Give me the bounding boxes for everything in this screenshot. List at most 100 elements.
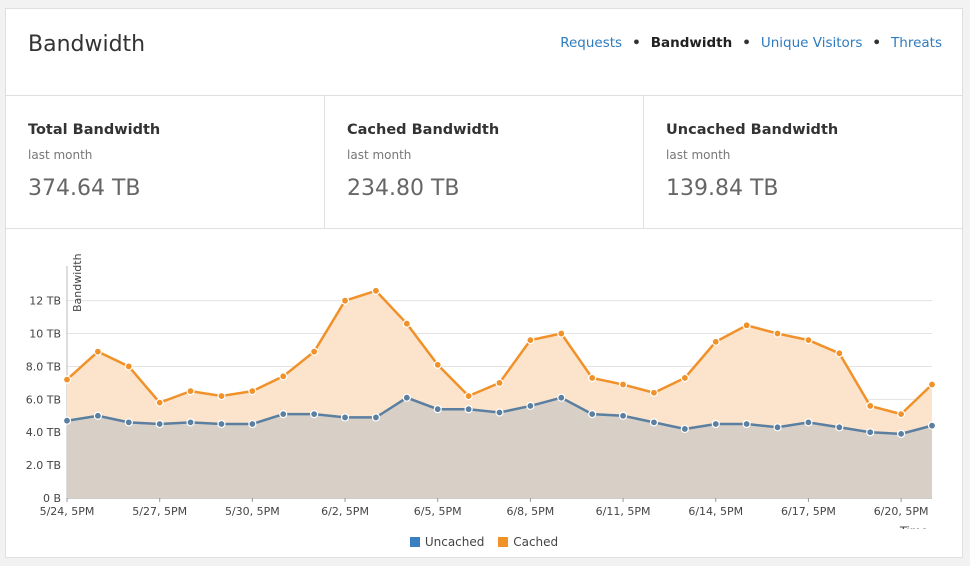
cached-point <box>62 375 72 384</box>
cached-point <box>927 380 937 389</box>
y-tick-label: 6.0 TB <box>26 393 61 406</box>
uncached-point <box>680 424 689 434</box>
cached-point <box>464 391 473 401</box>
uncached-point <box>217 419 226 429</box>
legend-label: Uncached <box>424 535 485 549</box>
cached-point <box>371 286 381 295</box>
cached-area <box>67 290 932 434</box>
y-tick-label: 4.0 TB <box>26 426 61 439</box>
uncached-point <box>371 413 381 422</box>
uncached-point <box>93 411 102 420</box>
cached-point <box>742 321 751 330</box>
stat-title: Cached Bandwidth <box>347 122 500 138</box>
cached-point <box>804 336 813 345</box>
stat-value: 234.80 TB <box>347 176 460 201</box>
x-tick-label: 6/5, 5PM <box>414 505 462 518</box>
cached-point <box>279 372 288 381</box>
cached-point <box>557 329 566 338</box>
y-tick-label: 0 B <box>43 492 61 505</box>
legend-item-cached[interactable]: Cached <box>498 535 558 549</box>
page-title: Bandwidth <box>28 32 146 57</box>
uncached-point <box>711 419 720 429</box>
uncached-point <box>742 419 751 429</box>
x-tick-label: 6/20, 5PM <box>874 505 929 518</box>
stat-period: last month <box>28 148 93 162</box>
uncached-point <box>124 418 133 427</box>
stat-cached-bandwidth: Cached Bandwidth last month 234.80 TB <box>325 96 644 228</box>
cached-point <box>680 373 689 383</box>
stat-title: Total Bandwidth <box>28 122 161 138</box>
cached-point <box>433 360 442 369</box>
x-tick-label: 5/24, 5PM <box>40 505 95 518</box>
x-tick-label: 6/17, 5PM <box>781 505 836 518</box>
stat-total-bandwidth: Total Bandwidth last month 374.64 TB <box>6 96 325 228</box>
uncached-point <box>402 393 411 402</box>
cached-point <box>155 398 164 407</box>
cached-point <box>248 387 257 396</box>
uncached-point <box>649 418 659 427</box>
cached-point <box>402 319 411 328</box>
uncached-point <box>433 405 442 414</box>
legend-label: Cached <box>513 535 559 549</box>
cached-point <box>835 349 844 358</box>
cached-point <box>618 380 628 389</box>
uncached-point <box>279 410 288 419</box>
cached-point <box>217 391 226 401</box>
x-tick-label: 5/27, 5PM <box>132 505 187 518</box>
uncached-point <box>62 416 72 425</box>
x-tick-label: 5/30, 5PM <box>225 505 280 518</box>
x-tick-label: 6/2, 5PM <box>321 505 369 518</box>
uncached-point <box>186 418 195 427</box>
cached-point <box>124 362 133 371</box>
cached-point <box>649 388 659 397</box>
cached-point <box>93 347 102 356</box>
uncached-point <box>866 428 875 437</box>
uncached-point <box>927 421 937 430</box>
uncached-point <box>897 429 906 438</box>
nav-threats[interactable]: Threats <box>891 35 942 51</box>
cached-point <box>310 347 319 356</box>
nav-unique-visitors[interactable]: Unique Visitors <box>760 35 863 51</box>
stat-title: Uncached Bandwidth <box>666 122 839 138</box>
cached-point <box>340 296 350 305</box>
cached-point <box>186 387 195 396</box>
nav-bandwidth[interactable]: Bandwidth <box>650 35 733 51</box>
y-tick-label: 12 TB <box>29 295 61 308</box>
card-header: Bandwidth Requests • Bandwidth • Unique … <box>6 9 962 96</box>
stat-period: last month <box>666 148 731 162</box>
x-tick-label: 6/8, 5PM <box>506 505 554 518</box>
uncached-point <box>526 401 535 411</box>
x-tick-label: 6/14, 5PM <box>688 505 743 518</box>
x-tick-label: 6/11, 5PM <box>596 505 651 518</box>
stat-value: 374.64 TB <box>28 176 141 201</box>
y-tick-label: 10 TB <box>29 328 61 341</box>
x-axis-label: Time <box>899 524 928 529</box>
chart-svg: 0 B 2.0 TB 4.0 TB 6.0 TB 8.0 TB 10 TB 12 TB Ban… <box>26 253 937 538</box>
cached-point <box>897 410 906 419</box>
bandwidth-chart: 0 B 2.0 TB 4.0 TB 6.0 TB 8.0 TB 10 TB 12 TB Ban… <box>6 229 962 557</box>
y-tick-label: 8.0 TB <box>26 360 61 373</box>
cached-point <box>711 337 720 346</box>
stat-value: 139.84 TB <box>666 176 779 201</box>
uncached-point <box>155 419 164 429</box>
uncached-point <box>495 408 504 417</box>
nav-requests[interactable]: Requests <box>560 35 623 51</box>
uncached-point <box>588 410 597 419</box>
nav-separator: • <box>632 35 641 51</box>
stat-uncached-bandwidth: Uncached Bandwidth last month 139.84 TB <box>644 96 962 228</box>
legend-item-uncached[interactable]: Uncached <box>409 535 485 549</box>
legend-swatch <box>409 537 420 547</box>
uncached-point <box>773 423 782 432</box>
metric-nav: Requests • Bandwidth • Unique Visitors •… <box>560 35 942 51</box>
nav-separator: • <box>872 35 882 51</box>
uncached-point <box>618 411 628 420</box>
stats-row: Total Bandwidth last month 374.64 TB Cac… <box>6 96 962 229</box>
bandwidth-card: Bandwidth Requests • Bandwidth • Unique … <box>5 8 963 558</box>
cached-point <box>866 401 875 411</box>
chart-legend: Uncached Cached <box>6 535 962 550</box>
uncached-point <box>464 405 473 414</box>
y-tick-label: 2.0 TB <box>26 459 61 472</box>
cached-point <box>526 336 535 345</box>
cached-point <box>773 329 782 338</box>
cached-point <box>588 373 597 383</box>
